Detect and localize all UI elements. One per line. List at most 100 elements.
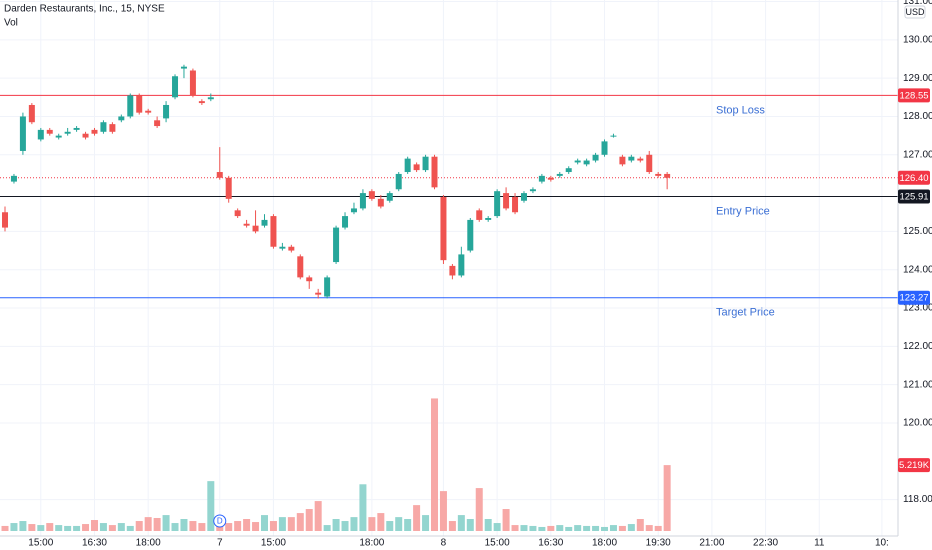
candles [2,64,671,299]
candle-body [422,156,429,171]
candle-body [19,116,26,151]
volume-bar [207,481,215,531]
volume-bar [520,525,528,531]
candle-body [145,110,152,113]
candle-body [556,173,563,176]
candle-body [46,129,53,134]
candle-body [592,154,599,161]
grid [0,0,898,536]
volume-bar [627,524,635,531]
currency-box [904,5,926,19]
level-tag [898,88,930,103]
volume-bar [556,525,564,531]
x-tick-label: 18:00 [592,538,617,549]
candle-body [628,156,635,161]
volume-bar [19,521,27,531]
candle-body [127,95,134,117]
candle-body [136,95,143,113]
candle-body [288,246,295,251]
x-tick-label: 15:00 [485,538,510,549]
candle-body [547,177,554,180]
volume-bar [422,515,430,531]
volume-bar [538,526,546,531]
volume-bar [574,525,582,531]
volume-bar [493,523,501,531]
candle-body [225,177,232,199]
volume-bar [126,525,134,531]
volume-bar [64,525,72,531]
candle-body [100,122,107,132]
x-tick-label: 22:30 [753,538,778,549]
volume-bar [350,517,358,531]
x-tick-label: 11 [814,538,825,549]
level-name: Stop Loss [716,104,765,116]
volume-bar [565,526,573,531]
candle-body [252,225,259,232]
candle-body [485,218,492,220]
volume-bar [332,519,340,531]
volume-bar [404,519,412,531]
volume-bar [395,517,403,531]
candle-body [565,168,572,173]
last-volume-tag [898,458,930,473]
candle-body [118,116,125,121]
volume-bar [457,515,465,531]
volume-bar [180,519,188,531]
level-name: Target Price [716,307,775,319]
candle-body [350,208,357,213]
y-tick-label: 127.00 [903,149,932,160]
y-tick-label: 128.00 [903,111,932,122]
candle-body [2,212,9,228]
candle-body [431,156,438,188]
volume-bar [314,501,322,531]
candle-body [512,196,519,213]
candle-body [601,141,608,155]
y-tick-label: 122.00 [903,341,932,352]
candle-body [243,223,250,226]
candle-body [440,196,447,261]
volume-bar [601,526,609,531]
y-tick-label: 123.00 [903,303,932,314]
last-price-tag [898,170,930,185]
volume-bar [82,524,90,531]
y-tick-label: 131.00 [903,0,932,7]
candle-body [82,133,89,138]
volume-bar [305,509,313,531]
volume-bar [341,521,349,531]
volume-bar [368,517,376,531]
candle-body [494,191,501,217]
candle-body [37,129,44,140]
x-tick-label: 21:00 [699,538,724,549]
volume-bar [431,398,439,531]
volume-bar [287,517,295,531]
y-tick-label: 120.00 [903,418,932,429]
volume-bar [359,484,367,531]
volume-bar [260,515,268,531]
volume-bar [55,525,63,531]
candle-body [306,277,313,282]
volume-bar [663,465,671,531]
axes: 118.00 120.00 121.00 122.00 123.00 124.00 125.… [28,0,932,549]
candle-body [619,156,626,165]
candle-body [637,158,644,161]
candle-body [449,265,456,276]
volume-pane [1,398,671,531]
candle-body [315,292,322,295]
volume-bar [377,513,385,531]
levels: Stop Loss Entry Price Target Price [0,94,898,319]
volume-bar [278,517,286,531]
volume-bar [654,525,662,531]
volume-bar [144,517,152,531]
candle-body [342,216,349,228]
x-tick-label: 15:00 [261,538,286,549]
volume-bar [386,521,394,531]
volume-bar [198,523,206,531]
candle-body [333,227,340,263]
candle-body [73,127,80,130]
volume-bar [225,523,233,531]
volume-bar [502,509,510,531]
volume-bar [511,525,519,531]
candle-body [476,210,483,220]
